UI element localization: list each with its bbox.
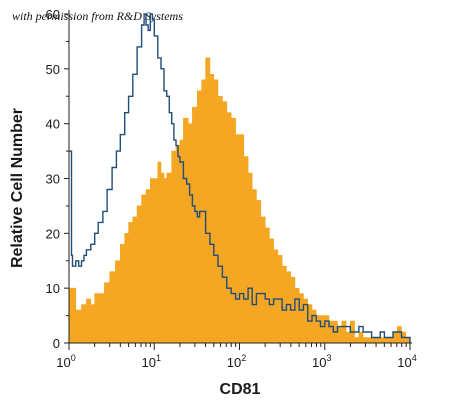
y-tick-label: 10 [46, 281, 60, 296]
y-tick-label: 60 [46, 7, 60, 22]
y-axis-title: Relative Cell Number [9, 108, 26, 268]
x-tick-label: 100 [56, 353, 75, 370]
y-tick-label: 20 [46, 226, 60, 241]
histogram-series-2-outline [69, 13, 411, 343]
axes-layer [64, 10, 412, 350]
x-tick-label: 104 [397, 353, 416, 370]
x-tick-label: 103 [312, 353, 331, 370]
x-axis-title: CD81 [220, 381, 261, 398]
y-tick-label: 30 [46, 172, 60, 187]
series-layer [68, 13, 411, 344]
tick-label-layer: 0 10 20 30 40 50 60 100 101 102 103 104 [46, 7, 417, 370]
x-tick-label: 101 [142, 353, 161, 370]
y-tick-label: 40 [46, 117, 60, 132]
y-tick-label: 50 [46, 62, 60, 77]
histogram-series-1-fill [68, 57, 411, 344]
y-tick-label: 0 [53, 336, 60, 351]
x-tick-label: 102 [227, 353, 246, 370]
permission-credit: with permission from R&D Systems [12, 9, 183, 23]
